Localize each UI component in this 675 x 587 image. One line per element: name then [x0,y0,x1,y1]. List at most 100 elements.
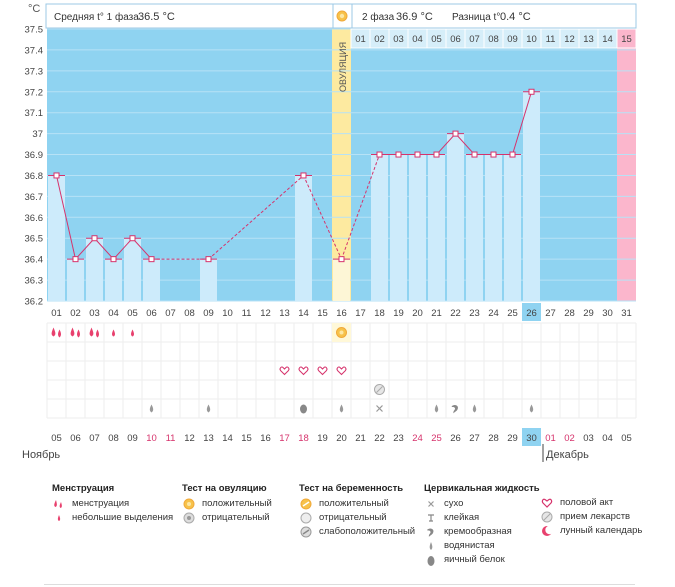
y-tick-label: 36.8 [25,171,44,182]
watery-icon [149,404,154,413]
cycle-day-label: 20 [412,308,423,319]
cycle-day-label: 27 [545,308,556,319]
header-bar-phase1 [45,3,334,29]
y-tick-label: 37.1 [25,108,44,119]
legend-menstruation-title: Менструация [52,483,115,494]
cycle-day-label: 13 [279,308,290,319]
legend-other: половой акт прием лекарств лунный календ… [540,496,642,538]
cycle-day-label: 30 [602,308,613,319]
phase2-day-label: 03 [393,34,404,45]
temp-point [471,151,478,158]
drops-icon [52,497,66,511]
legend-ovu-positive: положительный [202,498,272,509]
y-tick-label: 36.9 [25,150,44,161]
calendar-date-label: 14 [222,433,233,444]
phase2-day-label: 05 [431,34,442,45]
legend-preg-negative: отрицательный [319,512,387,523]
calendar-date-label: 22 [374,433,385,444]
heart-icon [540,496,554,510]
cycle-day-label: 22 [450,308,461,319]
y-tick-label: 36.3 [25,276,44,287]
temp-point [414,151,421,158]
diff-value: 0.4 °C [500,11,531,23]
watery-icon [206,404,211,413]
month-left-label: Ноябрь [22,449,60,461]
legend-pregnancy-test: Тест на беременность положительный отриц… [299,482,415,539]
cycle-day-label: 14 [298,308,309,319]
dry-icon [376,405,383,412]
calendar-date-label: 15 [241,433,252,444]
next-cycle-band [617,29,636,301]
temp-bar [200,259,217,301]
temp-line [56,175,76,260]
temp-bar [466,154,483,301]
phase2-day-label: 07 [469,34,480,45]
legend-pregnancy-title: Тест на беременность [299,483,404,494]
calendar-date-label: 06 [70,433,81,444]
cycle-day-label: 26 [526,308,537,319]
temp-line [455,133,475,155]
y-tick-label: 37.3 [25,66,44,77]
cycle-day-label: 09 [203,308,214,319]
cycle-day-label: 18 [374,308,385,319]
heart-icon [336,366,347,376]
temp-point [395,151,402,158]
cycle-day-label: 28 [564,308,575,319]
spotting-drop [112,329,115,337]
temp-line [512,91,532,155]
calendar-date-label: 10 [146,433,157,444]
watery-icon [424,539,438,553]
y-tick-label: 37.5 [25,25,44,36]
y-tick-label: 36.5 [25,234,44,245]
legend-menstruation-item: менструация [72,498,130,509]
phase2-day-label: 04 [412,34,423,45]
legend-divider [44,584,635,585]
ovulation-vertical-label: ОВУЛЯЦИЯ [338,42,348,92]
bbt-chart: °C Средняя t° 1 фаза 36.5 °C 2 фаза 36.9… [22,3,637,462]
calendar-date-label: 05 [621,433,632,444]
y-tick-label: 37.4 [25,45,44,56]
legend-lunar: лунный календарь [560,525,643,536]
calendar-date-label: 02 [564,433,575,444]
pregnancy-positive-icon [299,497,313,511]
calendar-date-label: 18 [298,433,309,444]
watery-icon [472,404,477,413]
menstruation-drop [70,327,75,337]
temp-bar [143,259,160,301]
watery-icon [434,404,439,413]
temp-bar [390,154,407,301]
temp-bar [333,259,350,301]
temp-bar [523,91,540,302]
calendar-date-label: 30 [526,433,537,444]
legend-ovu-negative: отрицательный [202,512,270,523]
calendar-date-label: 21 [355,433,366,444]
phase2-day-label: 13 [583,34,594,45]
temp-line [113,237,133,260]
menstruation-drop [89,327,94,337]
temp-point [433,151,440,158]
pregnancy-negative-icon [299,511,313,525]
calendar-date-label: 01 [545,433,556,444]
legend-watery: водянистая [444,540,495,551]
phase2-day-label: 06 [450,34,461,45]
temp-bar [295,175,312,301]
temp-line-dashed [341,154,380,260]
temp-point [338,256,345,263]
phase1-avg-label: Средняя t° 1 фаза [54,11,139,23]
temp-bar [485,154,502,301]
calendar-date-label: 13 [203,433,214,444]
small-drop-icon [52,511,66,525]
temp-bar [86,238,103,301]
legend-preg-positive: положительный [319,498,389,509]
legend-ovulation-title: Тест на овуляцию [182,483,267,494]
y-tick-label: 36.2 [25,297,44,308]
date-highlight [522,428,541,446]
cycle-day-label: 25 [507,308,518,319]
legend-medication: прием лекарств [560,511,631,522]
heart-icon [317,366,328,376]
cycle-day-label: 31 [621,308,632,319]
temp-point [528,88,535,95]
phase2-day-label: 15 [621,34,632,45]
watery-icon [339,404,344,413]
calendar-date-label: 11 [166,433,176,444]
